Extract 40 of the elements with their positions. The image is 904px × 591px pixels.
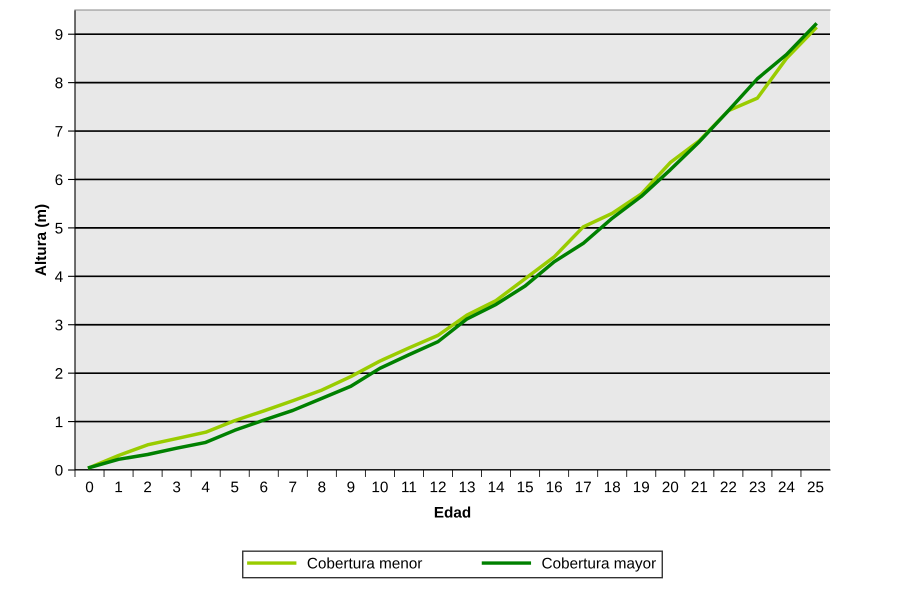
y-tick-label: 8 — [55, 78, 63, 88]
x-tick-label: 12 — [430, 482, 446, 492]
y-tick-label: 7 — [55, 126, 62, 137]
y-tick-label: 6 — [55, 174, 63, 186]
y-tick-label: 1 — [56, 416, 62, 428]
x-tick-label: 9 — [347, 482, 354, 492]
x-tick-label: 25 — [808, 482, 824, 492]
x-tick-label: 7 — [289, 482, 296, 492]
x-tick-label: 6 — [260, 482, 268, 492]
x-tick-label: 24 — [778, 482, 794, 492]
y-tick-label: 0 — [55, 464, 63, 476]
x-tick-label: 22 — [720, 482, 736, 492]
x-tick-label: 16 — [546, 482, 562, 492]
x-tick-label: 15 — [518, 482, 533, 492]
x-tick-label: 4 — [202, 482, 210, 492]
legend-label: Cobertura mayor — [542, 557, 656, 572]
y-tick-label: 2 — [55, 368, 62, 379]
x-tick-label: 5 — [231, 482, 238, 492]
x-tick-label: 19 — [634, 482, 650, 492]
y-tick-label: 4 — [55, 271, 63, 282]
x-tick-label: 11 — [402, 482, 416, 492]
x-tick-label: 3 — [172, 482, 180, 492]
x-tick-label: 23 — [750, 482, 766, 492]
x-tick-label: 8 — [318, 482, 326, 492]
y-tick-label: 9 — [55, 29, 62, 40]
x-tick-label: 10 — [372, 482, 388, 492]
x-tick-label: 20 — [662, 482, 678, 492]
x-tick-label: 0 — [86, 482, 94, 492]
x-tick-label: 13 — [460, 482, 475, 492]
legend-label: Cobertura menor — [308, 557, 422, 569]
x-axis-title: Edad — [434, 506, 470, 518]
x-tick-label: 18 — [604, 482, 620, 492]
x-tick-label: 2 — [144, 482, 152, 492]
y-tick-label: 5 — [55, 222, 63, 234]
y-tick-label: 3 — [55, 320, 63, 330]
x-tick-label: 14 — [488, 482, 504, 492]
x-tick-label: 17 — [576, 482, 591, 492]
x-tick-label: 1 — [115, 482, 122, 492]
y-axis-title: Altura (m) — [34, 204, 50, 276]
x-tick-label: 21 — [692, 482, 708, 492]
